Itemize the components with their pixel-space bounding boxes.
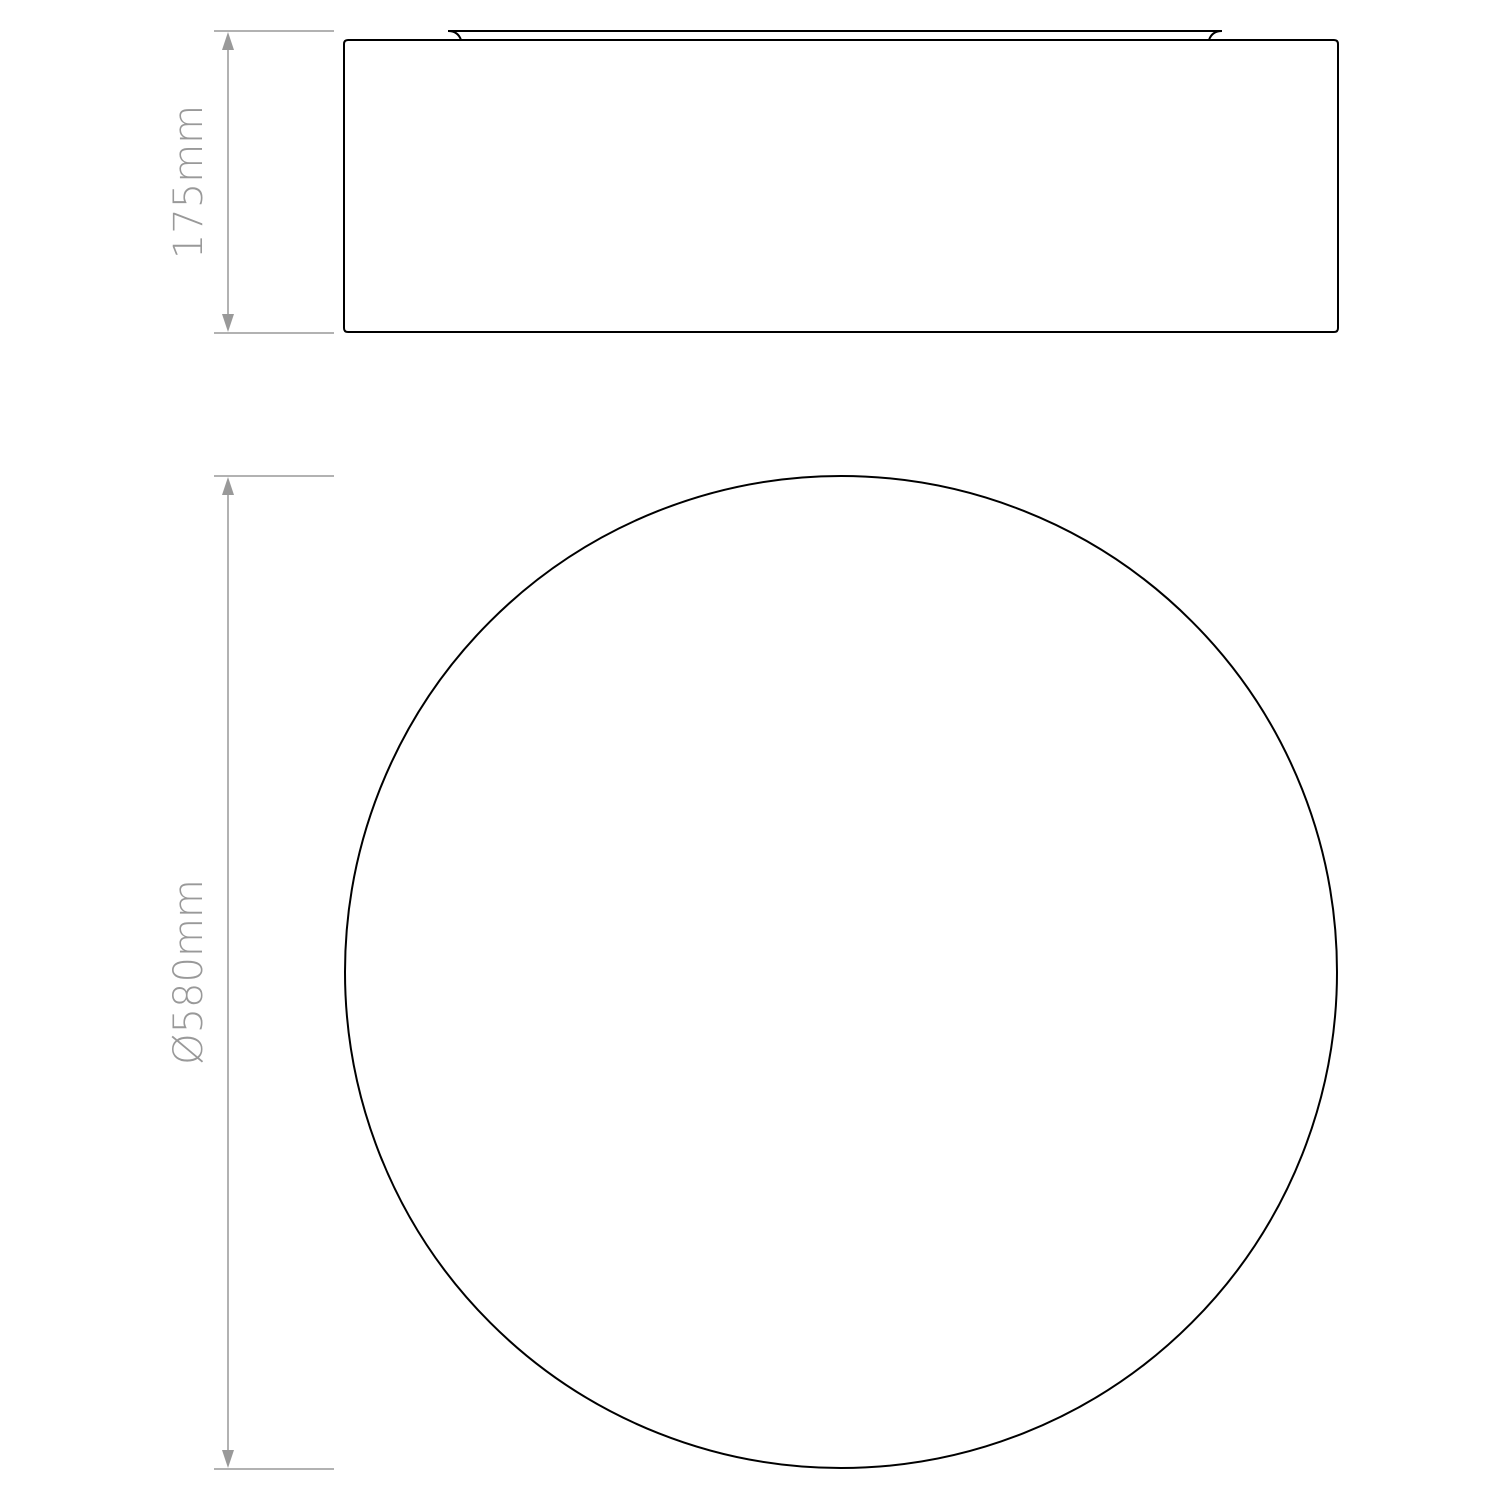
diameter-label: Ø580mm	[166, 879, 212, 1065]
ceiling-plate	[447, 30, 1223, 41]
arrow-up-icon	[222, 32, 234, 50]
height-dimension: 175mm	[166, 30, 334, 334]
arrow-down-icon	[222, 1450, 234, 1468]
side-view	[343, 30, 1339, 333]
arrow-down-icon	[222, 314, 234, 332]
arrow-up-icon	[222, 477, 234, 495]
diameter-dimension: Ø580mm	[166, 475, 334, 1470]
plan-view	[344, 475, 1338, 1469]
plan-view-circle	[344, 475, 1338, 1469]
side-view-body	[343, 39, 1339, 333]
height-label: 175mm	[166, 105, 212, 259]
